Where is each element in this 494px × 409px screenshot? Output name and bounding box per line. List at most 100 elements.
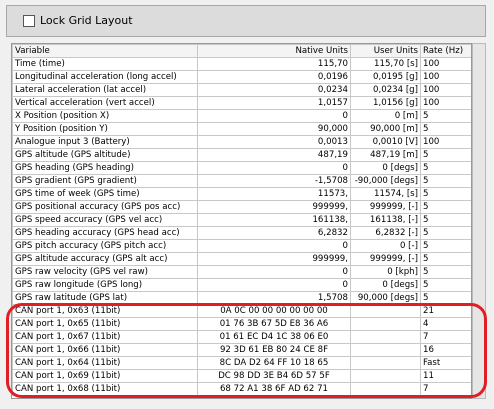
rate-cell: 5 xyxy=(420,278,471,292)
variable-cell: Vertical acceleration (vert accel) xyxy=(12,96,198,110)
grid-row[interactable]: Lateral acceleration (lat accel) 0,0234 0,… xyxy=(12,83,471,97)
grid-row[interactable]: GPS positional accuracy (GPS pos acc) 999… xyxy=(12,200,471,214)
grid-row[interactable]: GPS altitude (GPS altitude) 487,19 487,19 … xyxy=(12,148,471,162)
native-cell: 0,0013 xyxy=(197,135,351,149)
user-cell: 0,0234 [g] xyxy=(350,83,421,97)
user-cell: 1,0156 [g] xyxy=(350,96,421,110)
grid-row[interactable]: Time (time) 115,70 115,70 [s] 100 xyxy=(12,57,471,71)
grid-row[interactable]: GPS pitch accuracy (GPS pitch acc) 0 0 [-]… xyxy=(12,239,471,253)
rate-cell: 5 xyxy=(420,109,471,123)
rate-cell: 5 xyxy=(420,122,471,136)
user-cell: 6,2832 [-] xyxy=(350,226,421,240)
grid-row[interactable]: GPS heading (GPS heading) 0 0 [degs] 5 xyxy=(12,161,471,175)
native-cell: 0,0234 xyxy=(197,83,351,97)
variable-cell: GPS raw velocity (GPS vel raw) xyxy=(12,265,198,279)
rate-cell: 5 xyxy=(420,174,471,188)
native-cell: 0 xyxy=(197,278,351,292)
checkbox[interactable] xyxy=(23,15,35,27)
user-cell: 11574, [s] xyxy=(350,187,421,201)
native-cell: 90,000 xyxy=(197,122,351,136)
grid-row[interactable]: CAN port 1, 0x69 (11bit) DC 98 DD 3E B4 6… xyxy=(12,369,471,383)
toolbar: Lock Grid Layout xyxy=(6,5,486,37)
data-grid: Variable Native Units User Units Rate (Hz) … xyxy=(11,43,472,399)
grid-row[interactable]: X Position (position X) 0 0 [m] 5 xyxy=(12,109,471,123)
grid-row[interactable]: GPS raw longitude (GPS long) 0 0 [degs] 5 xyxy=(12,278,471,292)
grid-row[interactable]: Vertical acceleration (vert accel) 1,0157… xyxy=(12,96,471,110)
native-cell: 0 xyxy=(197,109,351,123)
rate-cell: 5 xyxy=(420,148,471,162)
variable-cell: Lateral acceleration (lat accel) xyxy=(12,83,198,97)
rate-cell: 5 xyxy=(420,187,471,201)
rate-cell: 5 xyxy=(420,252,471,266)
grid-row[interactable]: CAN port 1, 0x66 (11bit) 92 3D 61 EB 80 2… xyxy=(12,343,471,357)
rate-cell: 5 xyxy=(420,265,471,279)
native-cell: 6,2832 xyxy=(197,226,351,240)
native-cell: 0,0196 xyxy=(197,70,351,84)
user-cell: 999999, [-] xyxy=(350,252,421,266)
variable-cell: Time (time) xyxy=(12,57,198,71)
variable-cell: GPS speed accuracy (GPS vel acc) xyxy=(12,213,198,227)
variable-cell: GPS time of week (GPS time) xyxy=(12,187,198,201)
column-header[interactable]: Variable xyxy=(12,44,198,58)
grid-row[interactable]: GPS gradient (GPS gradient) -1,5708 -90,00… xyxy=(12,174,471,188)
grid-row[interactable]: GPS speed accuracy (GPS vel acc) 161138, 1… xyxy=(12,213,471,227)
variable-cell: GPS pitch accuracy (GPS pitch acc) xyxy=(12,239,198,253)
user-cell: 0 [m] xyxy=(350,109,421,123)
native-cell: 1,0157 xyxy=(197,96,351,110)
rate-cell: 100 xyxy=(420,135,471,149)
grid-body: Time (time) 115,70 115,70 [s] 100 Longitudin… xyxy=(12,57,471,396)
variable-cell: Y Position (position Y) xyxy=(12,122,198,136)
grid-row[interactable]: GPS heading accuracy (GPS head acc) 6,283… xyxy=(12,226,471,240)
rate-cell: 100 xyxy=(420,96,471,110)
native-cell: 487,19 xyxy=(197,148,351,162)
native-cell: 11573, xyxy=(197,187,351,201)
variable-cell: X Position (position X) xyxy=(12,109,198,123)
user-cell: 487,19 [m] xyxy=(350,148,421,162)
highlight-outline xyxy=(6,303,487,398)
user-cell: 0 [-] xyxy=(350,239,421,253)
grid-row[interactable]: GPS time of week (GPS time) 11573, 11574, … xyxy=(12,187,471,201)
variable-cell: GPS altitude accuracy (GPS alt acc) xyxy=(12,252,198,266)
grid-row[interactable]: GPS altitude accuracy (GPS alt acc) 99999… xyxy=(12,252,471,266)
user-cell: 0 [kph] xyxy=(350,265,421,279)
checkbox-label[interactable]: Lock Grid Layout xyxy=(40,14,133,27)
user-cell: 115,70 [s] xyxy=(350,57,421,71)
column-header[interactable]: User Units xyxy=(350,44,421,58)
native-cell: 0 xyxy=(197,161,351,175)
column-header[interactable]: Native Units xyxy=(197,44,351,58)
native-cell: 999999, xyxy=(197,200,351,214)
variable-cell: GPS heading (GPS heading) xyxy=(12,161,198,175)
user-cell: 90,000 [m] xyxy=(350,122,421,136)
user-cell: 0 [degs] xyxy=(350,278,421,292)
variable-cell: GPS raw longitude (GPS long) xyxy=(12,278,198,292)
user-cell: 999999, [-] xyxy=(350,200,421,214)
column-header[interactable]: Rate (Hz) xyxy=(420,44,471,58)
user-cell: 161138, [-] xyxy=(350,213,421,227)
variable-cell: Analogue input 3 (Battery) xyxy=(12,135,198,149)
native-cell: 161138, xyxy=(197,213,351,227)
variable-cell: GPS gradient (GPS gradient) xyxy=(12,174,198,188)
grid-row[interactable]: GPS raw velocity (GPS vel raw) 0 0 [kph] 5 xyxy=(12,265,471,279)
user-cell: 0,0195 [g] xyxy=(350,70,421,84)
grid-row[interactable]: Y Position (position Y) 90,000 90,000 [m] 5 xyxy=(12,122,471,136)
grid-row[interactable]: CAN port 1, 0x65 (11bit) 01 76 3B 67 5D E… xyxy=(12,317,471,331)
rate-cell: 100 xyxy=(420,70,471,84)
variable-cell: GPS positional accuracy (GPS pos acc) xyxy=(12,200,198,214)
rate-cell: 5 xyxy=(420,239,471,253)
native-cell: 999999, xyxy=(197,252,351,266)
rate-cell: 100 xyxy=(420,57,471,71)
user-cell: -90,000 [degs] xyxy=(350,174,421,188)
grid-row[interactable]: CAN port 1, 0x68 (11bit) 68 72 A1 38 6F A… xyxy=(12,382,471,396)
rate-cell: 5 xyxy=(420,213,471,227)
header-row: Variable Native Units User Units Rate (Hz) xyxy=(12,44,471,58)
grid-table: Variable Native Units User Units Rate (Hz) … xyxy=(12,44,471,396)
native-cell: 0 xyxy=(197,265,351,279)
grid-row[interactable]: Longitudinal acceleration (long accel) 0,… xyxy=(12,70,471,84)
rate-cell: 100 xyxy=(420,83,471,97)
variable-cell: Longitudinal acceleration (long accel) xyxy=(12,70,198,84)
variable-cell: GPS heading accuracy (GPS head acc) xyxy=(12,226,198,240)
native-cell: -1,5708 xyxy=(197,174,351,188)
grid-row[interactable]: Analogue input 3 (Battery) 0,0013 0,0010 [… xyxy=(12,135,471,149)
rate-cell: 5 xyxy=(420,200,471,214)
